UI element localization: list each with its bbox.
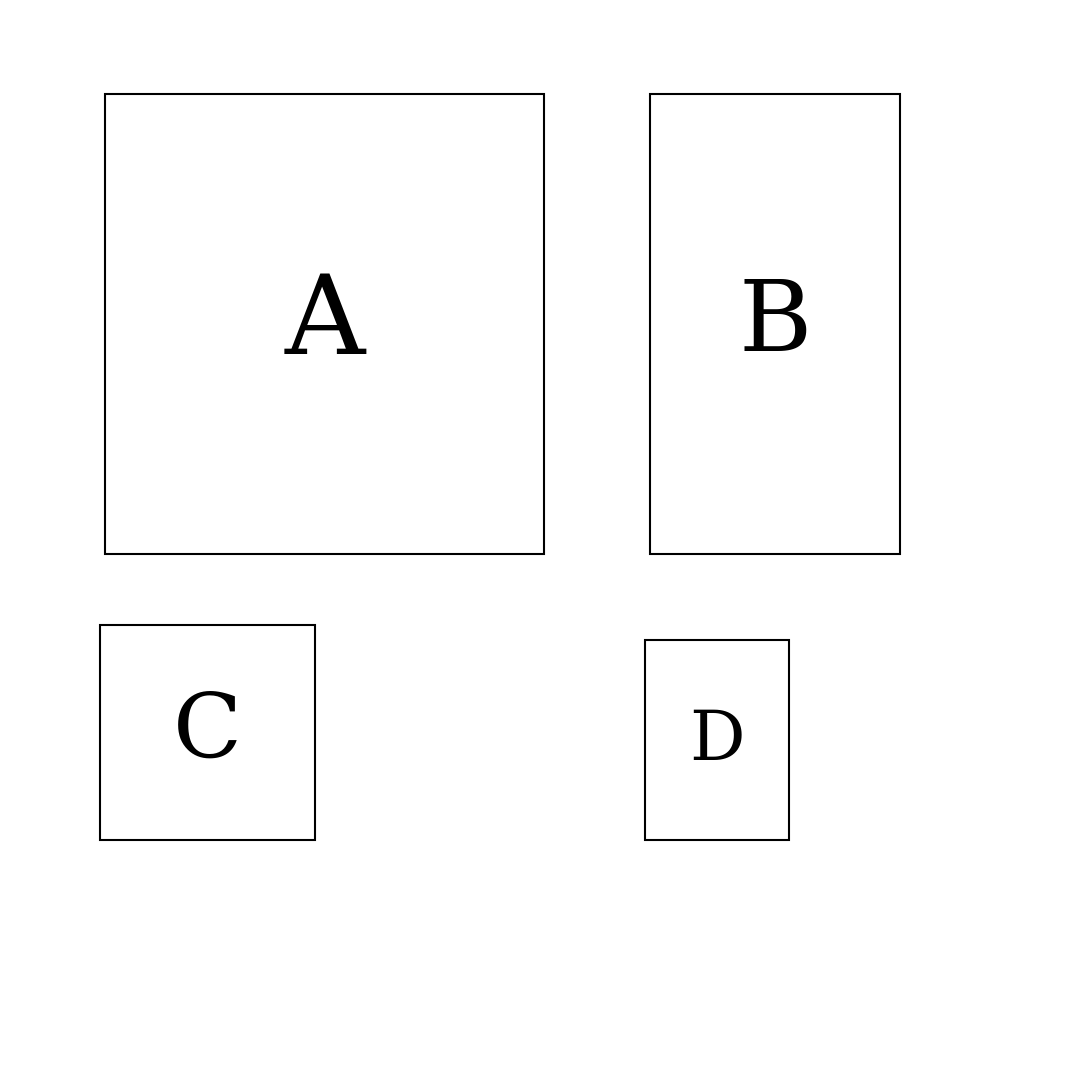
Bar (645, 640, 789, 840)
Text: B: B (739, 276, 811, 372)
Text: A: A (284, 270, 365, 378)
Text: D: D (689, 707, 745, 773)
Bar (100, 625, 315, 840)
Text: C: C (173, 689, 243, 777)
Bar (105, 94, 544, 554)
Bar (650, 94, 900, 554)
